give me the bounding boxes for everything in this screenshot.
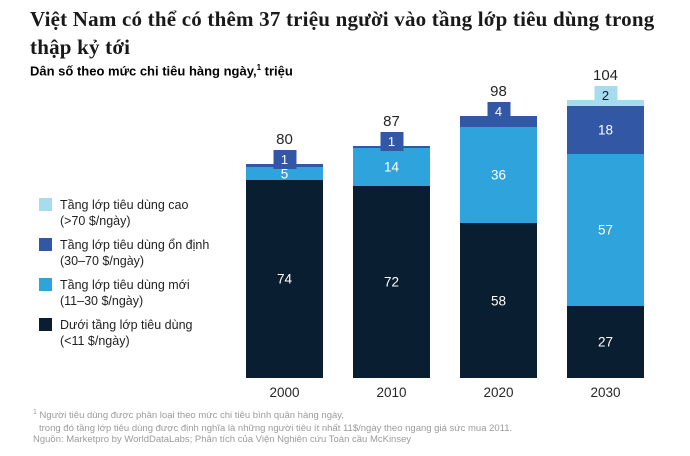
legend-item-on-dinh: Tầng lớp tiêu dùng ổn định (30–70 $/ngày) xyxy=(39,237,244,269)
footnote: 1 Người tiêu dùng được phân loại theo mứ… xyxy=(33,406,512,435)
segment-value-label: 57 xyxy=(597,222,614,238)
segment-moi: 14 xyxy=(353,148,430,186)
legend-label: Tầng lớp tiêu dùng cao xyxy=(60,198,189,212)
segment-on_dinh xyxy=(460,116,537,128)
legend-label: Tầng lớp tiêu dùng ổn định xyxy=(60,238,210,252)
segment-value-label: 58 xyxy=(490,293,507,309)
bar-2030: 27 57 18 2 104 xyxy=(567,67,644,378)
x-axis-label-2000: 2000 xyxy=(269,385,300,400)
x-axis-label-2010: 2010 xyxy=(376,385,407,400)
bar-total-label: 104 xyxy=(592,67,619,85)
segment-duoi: 27 xyxy=(567,305,644,378)
segment-value-label: 72 xyxy=(383,274,400,290)
legend-range: (30–70 $/ngày) xyxy=(60,254,145,268)
page-title-line2: thập kỷ tới xyxy=(30,35,131,59)
segment-badge-on_dinh: 1 xyxy=(380,131,403,151)
legend-swatch-moi xyxy=(39,278,52,291)
chart-subtitle-text: Dân số theo mức chi tiêu hàng ngày, xyxy=(30,63,257,79)
segment-value-label: 18 xyxy=(597,122,614,138)
legend-swatch-on-dinh xyxy=(39,238,52,251)
segment-duoi: 58 xyxy=(460,223,537,378)
segment-badge-on_dinh: 1 xyxy=(273,150,296,170)
segment-moi: 57 xyxy=(567,153,644,306)
legend-range: (<11 $/ngày) xyxy=(60,334,130,348)
bar-2010: 72 14 1 87 xyxy=(353,113,430,378)
footnote-marker: 1 xyxy=(256,63,262,72)
segment-on_dinh: 18 xyxy=(567,105,644,154)
chart-legend: Tầng lớp tiêu dùng cao (>70 $/ngày) Tầng … xyxy=(39,197,244,357)
footnote-line1: 1 Người tiêu dùng được phân loại theo mứ… xyxy=(33,409,344,422)
chart-subtitle: Dân số theo mức chi tiêu hàng ngày,1 tri… xyxy=(30,63,293,78)
segment-duoi: 72 xyxy=(353,185,430,378)
segment-value-label: 36 xyxy=(490,167,507,183)
bar-total-label: 87 xyxy=(383,112,400,130)
legend-item-moi: Tầng lớp tiêu dùng mới (11–30 $/ngày) xyxy=(39,277,244,309)
legend-swatch-duoi xyxy=(39,318,52,331)
legend-swatch-cao xyxy=(39,198,52,211)
x-axis-label-2030: 2030 xyxy=(590,385,621,400)
legend-item-cao: Tầng lớp tiêu dùng cao (>70 $/ngày) xyxy=(39,197,244,229)
legend-range: (>70 $/ngày) xyxy=(60,214,131,228)
segment-duoi: 74 xyxy=(246,180,323,378)
segment-value-label: 74 xyxy=(276,271,293,287)
footnote-line2: trong đó tầng lớp tiêu dùng được định ng… xyxy=(39,423,513,435)
segment-badge-cao: 2 xyxy=(594,86,617,106)
bar-total-label: 98 xyxy=(490,83,507,101)
bar-2000: 74 5 1 80 xyxy=(246,131,323,378)
legend-label: Tầng lớp tiêu dùng mới xyxy=(60,278,190,292)
segment-moi: 5 xyxy=(246,166,323,182)
bar-2020: 58 36 4 98 xyxy=(460,83,537,378)
x-axis-label-2020: 2020 xyxy=(483,385,514,400)
bar-total-label: 80 xyxy=(276,131,293,149)
legend-label: Dưới tầng lớp tiêu dùng xyxy=(60,318,193,332)
segment-moi: 36 xyxy=(460,127,537,224)
page-title: Việt Nam có thể có thêm 37 triệu người v… xyxy=(30,5,654,61)
segment-badge-on_dinh: 4 xyxy=(487,102,510,122)
source-line: Nguồn: Marketpro by WorldDataLabs; Phân … xyxy=(33,434,412,445)
segment-value-label: 27 xyxy=(597,334,614,350)
page-title-line1: Việt Nam có thể có thêm 37 triệu người v… xyxy=(30,7,655,31)
segment-value-label: 14 xyxy=(383,159,400,175)
chart-subtitle-unit: triệu xyxy=(261,63,293,79)
legend-range: (11–30 $/ngày) xyxy=(60,294,144,308)
segment-value-label: 5 xyxy=(280,166,289,182)
legend-item-duoi: Dưới tầng lớp tiêu dùng (<11 $/ngày) xyxy=(39,317,244,349)
